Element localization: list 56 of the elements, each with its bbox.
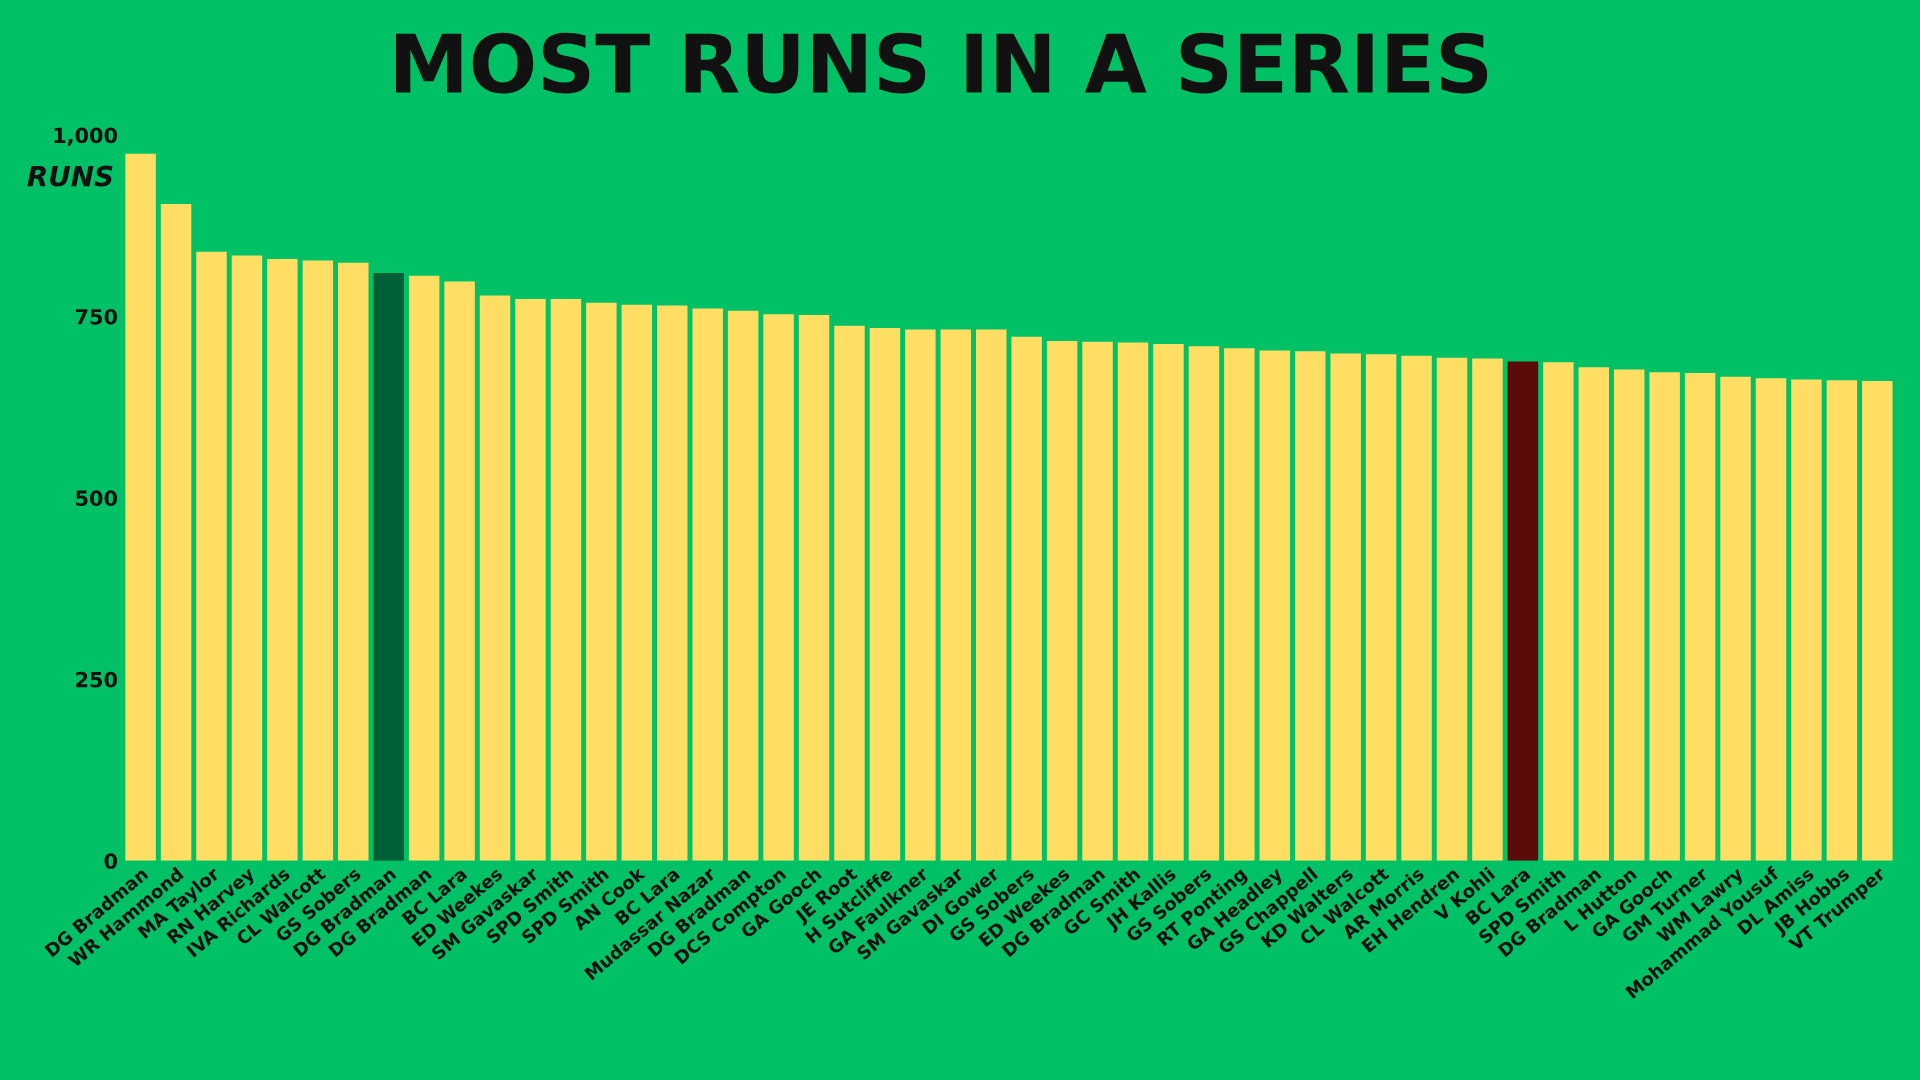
bar: [1011, 336, 1042, 861]
bar: [1259, 350, 1291, 861]
bar: [267, 259, 298, 861]
y-axis-title: RUNS: [27, 165, 113, 187]
bar: [976, 329, 1007, 861]
bar: [160, 203, 192, 861]
bar: [657, 305, 688, 861]
bar: [1826, 380, 1858, 861]
bar: [1578, 367, 1610, 861]
bar: [1507, 361, 1539, 861]
bar: [1117, 342, 1149, 861]
bar: [1082, 341, 1113, 861]
y-tick-label: 500: [76, 490, 118, 507]
bar: [338, 262, 369, 861]
bar: [408, 275, 440, 861]
bar: [586, 302, 617, 861]
bar: [479, 295, 511, 861]
bar: [1330, 353, 1361, 861]
bar: [727, 310, 759, 861]
bar: [1649, 372, 1680, 861]
y-tick-label: 750: [75, 308, 118, 325]
bar: [1365, 354, 1397, 861]
bar: [1046, 341, 1078, 861]
bar: [444, 281, 475, 861]
bar: [1188, 346, 1220, 861]
bar: [231, 255, 263, 861]
bar: [940, 329, 972, 861]
bar: [1755, 378, 1787, 861]
bar: [550, 299, 582, 861]
y-tick-label: 250: [76, 671, 118, 688]
bar: [1224, 348, 1255, 861]
bar: [1862, 381, 1893, 861]
bar: [1543, 362, 1574, 861]
bar: [905, 329, 936, 861]
bar: [1153, 344, 1184, 861]
bar: [621, 304, 653, 861]
y-tick-label: 1,000: [54, 127, 118, 146]
bar: [869, 328, 901, 861]
bar: [1613, 369, 1645, 861]
bar: [692, 308, 723, 861]
chart-title: MOST RUNS IN A SERIES: [395, 32, 1488, 94]
bar: [834, 325, 865, 861]
bar: [798, 314, 830, 861]
bar: [763, 314, 794, 861]
bar: [196, 251, 227, 861]
bar: [373, 272, 404, 861]
bar: [515, 299, 546, 861]
bar: [1684, 373, 1716, 861]
bar: [1472, 358, 1503, 861]
bar: [1436, 357, 1468, 861]
bar: [1294, 351, 1326, 861]
bar: [1791, 379, 1822, 861]
bar: [302, 260, 334, 861]
bar: [125, 153, 156, 861]
bar: [1720, 376, 1751, 861]
bar: [1401, 355, 1432, 861]
